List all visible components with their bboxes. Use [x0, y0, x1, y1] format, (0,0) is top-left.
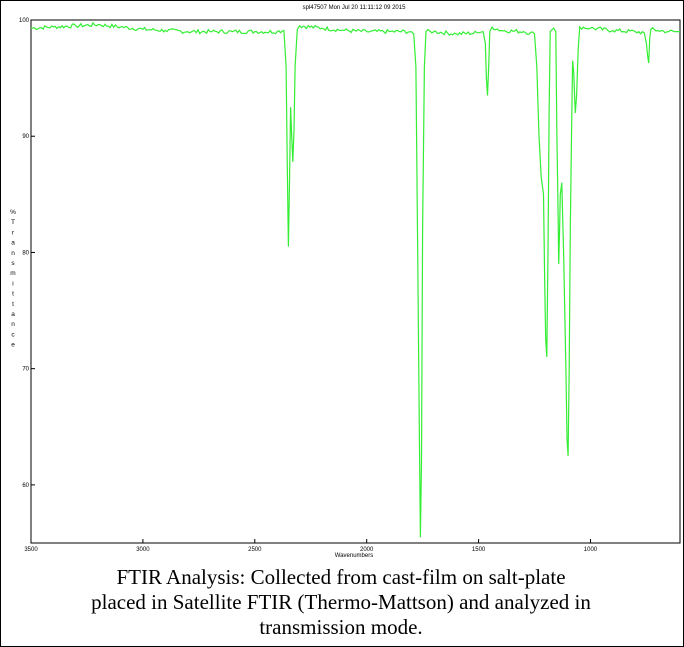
caption-line-2: placed in Satellite FTIR (Thermo-Mattson…: [91, 590, 591, 614]
figure-caption: FTIR Analysis: Collected from cast-film …: [2, 565, 680, 640]
y-tick-label: 100: [19, 18, 30, 24]
y-axis: 60 70 90 100: [19, 18, 35, 489]
y-axis-label-char: a: [11, 311, 15, 318]
y-axis-label-char: s: [11, 260, 15, 267]
y-axis-label-char: t: [12, 301, 14, 308]
plot-area: [30, 19, 681, 544]
y-axis-label-char: t: [12, 291, 14, 298]
y-axis-label-char: a: [11, 240, 15, 247]
spectrum-line: [31, 21, 680, 538]
y-axis-label-char: %: [10, 209, 16, 216]
x-tick-label: 3500: [24, 547, 38, 553]
x-tick-label: 2500: [248, 547, 262, 553]
y-axis-label-char: e: [11, 342, 15, 349]
x-axis-label: Wavenumbers: [335, 553, 373, 559]
ftir-chart: spl47507 Mon Jul 20 11:11:12 09 2015 60 7…: [10, 5, 681, 559]
y-axis-label-char: n: [11, 250, 15, 257]
y-axis-label-char: T: [11, 219, 15, 226]
x-axis: 3500 3000 2500 2000 1500 1000: [24, 539, 598, 553]
y-axis-label-char: n: [11, 321, 15, 328]
caption-line-3: transmission mode.: [259, 615, 423, 639]
x-tick-label: 1000: [584, 547, 598, 553]
y-axis-label-char: r: [12, 229, 15, 236]
y-axis-label-char: c: [11, 331, 15, 338]
x-tick-label: 2000: [360, 547, 374, 553]
y-tick-label: 60: [22, 483, 29, 489]
y-tick-label: 70: [22, 367, 29, 373]
y-axis-label-char: i: [12, 280, 13, 287]
chart-title: spl47507 Mon Jul 20 11:11:12 09 2015: [303, 5, 407, 11]
x-tick-label: 1500: [472, 547, 486, 553]
y-axis-label-char: m: [10, 270, 15, 277]
y-tick-label: 90: [22, 134, 29, 140]
x-tick-label: 3000: [136, 547, 150, 553]
y-tick-label: 80: [22, 250, 29, 256]
caption-line-1: FTIR Analysis: Collected from cast-film …: [116, 565, 566, 589]
